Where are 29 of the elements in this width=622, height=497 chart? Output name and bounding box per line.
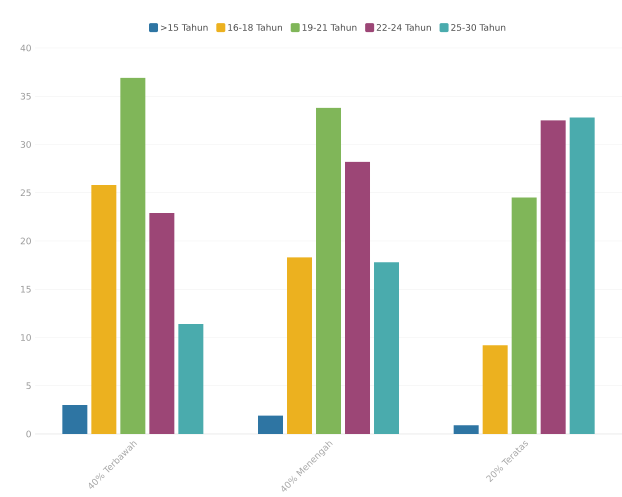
legend-label: 16-18 Tahun <box>228 24 282 31</box>
y-tick-label: 40 <box>20 44 31 52</box>
y-tick-label: 25 <box>20 189 31 196</box>
legend-label: 25-30 Tahun <box>451 24 506 31</box>
bar <box>374 262 400 434</box>
bar <box>316 108 342 434</box>
bar <box>149 213 174 434</box>
y-tick-label: 10 <box>21 334 31 341</box>
bar <box>454 425 479 434</box>
bar <box>178 324 204 434</box>
bar <box>258 416 284 434</box>
bar <box>287 257 312 434</box>
bar <box>570 117 595 434</box>
y-tick-label: 30 <box>20 141 31 148</box>
bar <box>482 345 508 434</box>
legend-label: 22-24 Tahun <box>376 24 431 31</box>
bar <box>540 120 566 434</box>
bar <box>512 198 537 434</box>
bar <box>91 185 116 434</box>
bar <box>62 405 88 434</box>
legend-label: >15 Tahun <box>160 24 208 31</box>
y-tick-label: 15 <box>21 286 31 293</box>
y-tick-label: 0 <box>26 430 31 438</box>
bar <box>120 78 146 434</box>
y-tick-label: 5 <box>26 382 31 390</box>
y-tick-label: 35 <box>20 92 31 100</box>
bar <box>345 162 370 434</box>
legend-label: 19-21 Tahun <box>302 24 356 31</box>
y-tick-label: 20 <box>20 238 31 244</box>
